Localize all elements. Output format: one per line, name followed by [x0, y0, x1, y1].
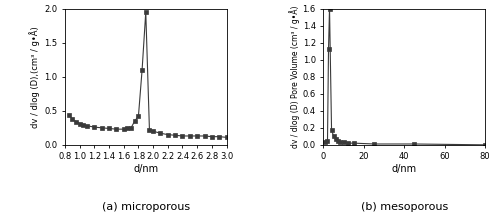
- Y-axis label: dv / dlog (D) Pore Volume (cm³ / g•Å): dv / dlog (D) Pore Volume (cm³ / g•Å): [289, 5, 300, 148]
- X-axis label: d/nm: d/nm: [133, 164, 158, 174]
- Y-axis label: dv / dlog (D),(cm³ / g•Å): dv / dlog (D),(cm³ / g•Å): [29, 26, 40, 128]
- X-axis label: d/nm: d/nm: [392, 164, 417, 174]
- Text: (b) mesoporous: (b) mesoporous: [360, 202, 448, 212]
- Text: (a) microporous: (a) microporous: [102, 202, 190, 212]
